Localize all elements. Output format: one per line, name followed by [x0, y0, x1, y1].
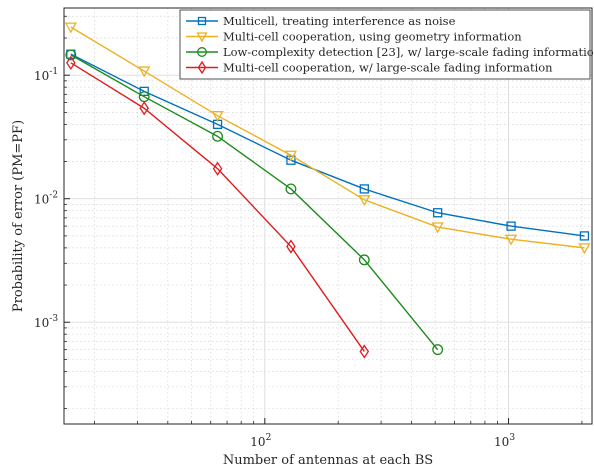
triangle-down-marker [211, 111, 224, 123]
circle-marker [432, 344, 444, 356]
square-marker [579, 231, 590, 241]
series-1 [66, 49, 590, 241]
x-axis-label: Number of antennas at each BS [223, 453, 433, 468]
diamond-marker [286, 239, 296, 254]
square-marker [139, 86, 149, 97]
legend-item: Multi-cell cooperation, using geometry i… [186, 30, 522, 44]
y-axis-label: Probability of error (PM=PF) [11, 120, 26, 312]
triangle-down-marker [504, 234, 518, 246]
axis-ticks [64, 15, 583, 424]
triangle-down-marker [196, 32, 208, 43]
square-marker [197, 16, 207, 26]
diamond-marker [359, 344, 370, 359]
series-line [70, 26, 585, 249]
square-marker [359, 184, 369, 194]
diamond-marker [197, 60, 207, 75]
square-marker [286, 155, 296, 165]
diamond-marker [66, 55, 76, 70]
series-layer [64, 22, 591, 359]
series-line [70, 54, 439, 351]
triangle-down-marker [284, 150, 298, 162]
circle-marker [212, 130, 224, 142]
triangle-down-marker [138, 66, 151, 78]
legend-label: Multicell, treating interference as nois… [223, 14, 456, 28]
legend: Multicell, treating interference as nois… [179, 9, 594, 80]
circle-marker [358, 254, 370, 266]
plot-frame [63, 7, 593, 425]
circle-marker [197, 47, 207, 57]
circle-marker [65, 49, 77, 61]
triangle-down-marker [64, 22, 77, 34]
legend-label: Multi-cell cooperation, using geometry i… [223, 30, 522, 44]
diamond-marker [212, 161, 223, 176]
series-3 [65, 49, 444, 356]
square-marker [433, 208, 443, 218]
legend-item: Low-complexity detection [23], w/ large-… [186, 45, 594, 59]
series-line [70, 53, 585, 237]
legend-box [179, 9, 591, 80]
diamond-marker [139, 101, 149, 116]
triangle-down-marker [431, 222, 444, 234]
square-marker [506, 221, 516, 231]
series-2 [64, 22, 591, 255]
legend-label: Multi-cell cooperation, w/ large-scale f… [223, 61, 553, 75]
legend-item: Multicell, treating interference as nois… [186, 14, 456, 28]
legend-label: Low-complexity detection [23], w/ large-… [223, 45, 594, 59]
triangle-down-marker [578, 243, 591, 255]
series-4 [66, 55, 370, 359]
series-line [70, 62, 365, 352]
circle-marker [285, 183, 297, 195]
legend-item: Multi-cell cooperation, w/ large-scale f… [186, 61, 553, 75]
triangle-down-marker [358, 195, 371, 207]
